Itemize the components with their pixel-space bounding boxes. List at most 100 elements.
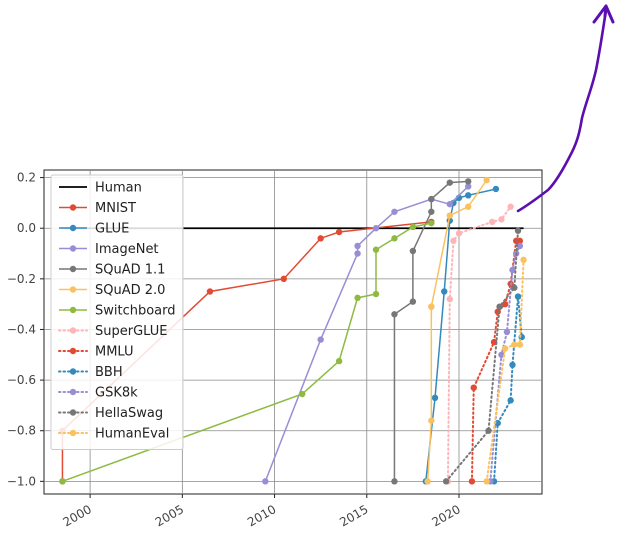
data-point-switchboard bbox=[59, 478, 66, 485]
legend-label-bbh: BBH bbox=[95, 365, 123, 380]
data-point-humaneval bbox=[511, 341, 518, 348]
legend-marker-glue bbox=[69, 224, 77, 232]
data-point-gsk8k bbox=[503, 328, 511, 336]
data-point-superglue bbox=[489, 218, 496, 226]
y-tick-label: 0.2 bbox=[17, 171, 36, 185]
data-point-squad-1-1 bbox=[391, 478, 398, 485]
series-hellaswag bbox=[442, 227, 522, 485]
data-point-switchboard bbox=[409, 223, 417, 231]
data-point-imagenet bbox=[465, 183, 472, 190]
legend-marker-mnist bbox=[69, 204, 77, 211]
series-imagenet bbox=[262, 183, 472, 485]
series-line-squad-1-1 bbox=[393, 180, 469, 482]
legend-marker-hellaswag bbox=[69, 409, 77, 416]
data-point-switchboard bbox=[299, 390, 306, 398]
data-point-squad-1-1 bbox=[409, 298, 417, 305]
series-switchboard bbox=[59, 219, 435, 485]
data-point-squad-2-0 bbox=[483, 176, 490, 184]
series-line-bbh bbox=[493, 296, 523, 483]
data-point-imagenet bbox=[262, 478, 269, 485]
data-point-mnist bbox=[335, 228, 343, 236]
data-point-mnist bbox=[206, 288, 214, 295]
data-point-mmlu bbox=[516, 237, 524, 245]
data-point-squad-2-0 bbox=[465, 203, 472, 210]
data-point-hellaswag bbox=[496, 303, 503, 310]
y-tick-label: −0.4 bbox=[7, 322, 36, 336]
legend-marker-humaneval bbox=[69, 429, 77, 437]
series-line-squad-2-0 bbox=[426, 179, 488, 482]
data-point-squad-1-1 bbox=[409, 247, 417, 255]
data-point-squad-2-0 bbox=[424, 478, 431, 485]
data-point-mnist bbox=[317, 235, 324, 242]
data-point-squad-2-0 bbox=[446, 212, 453, 219]
data-point-squad-1-1 bbox=[465, 178, 472, 185]
data-point-superglue bbox=[446, 295, 453, 303]
data-point-switchboard bbox=[372, 246, 380, 253]
data-point-hellaswag bbox=[485, 427, 492, 434]
data-point-squad-2-0 bbox=[428, 303, 435, 310]
data-point-imagenet bbox=[354, 242, 361, 250]
legend-marker-switchboard bbox=[69, 306, 77, 314]
data-point-humaneval bbox=[501, 345, 509, 352]
data-point-superglue bbox=[498, 216, 505, 223]
data-point-mmlu bbox=[470, 384, 477, 391]
legend-label-humaneval: HumanEval bbox=[95, 427, 169, 442]
data-point-bbh bbox=[509, 361, 516, 369]
data-point-imagenet bbox=[354, 250, 361, 257]
data-point-switchboard bbox=[428, 219, 435, 227]
data-point-squad-2-0 bbox=[428, 417, 435, 424]
data-point-glue bbox=[465, 192, 472, 199]
data-point-bbh bbox=[514, 293, 522, 300]
data-point-mmlu bbox=[501, 300, 509, 308]
series-squad-1-1 bbox=[391, 178, 472, 485]
legend-label-switchboard: Switchboard bbox=[95, 304, 176, 319]
legend-marker-bbh bbox=[69, 368, 77, 375]
data-point-squad-1-1 bbox=[391, 311, 398, 318]
data-point-glue bbox=[441, 288, 448, 295]
legend-marker-mmlu bbox=[69, 347, 77, 355]
legend-label-human: Human bbox=[95, 181, 142, 196]
legend-label-mmlu: MMLU bbox=[95, 345, 134, 360]
legend-label-squad-2-0: SQuAD 2.0 bbox=[95, 283, 165, 298]
legend-label-squad-1-1: SQuAD 1.1 bbox=[95, 263, 165, 278]
legend-box bbox=[50, 174, 184, 450]
legend-marker-superglue bbox=[69, 327, 77, 334]
data-point-gsk8k bbox=[509, 266, 516, 274]
data-point-superglue bbox=[450, 237, 457, 245]
y-tick-label: −0.2 bbox=[7, 272, 36, 286]
hand-drawn-arrow-annotation bbox=[516, 8, 608, 213]
data-point-humaneval bbox=[516, 341, 524, 348]
data-point-imagenet bbox=[372, 225, 380, 232]
data-point-hellaswag bbox=[511, 284, 518, 291]
y-tick-label: −0.8 bbox=[7, 424, 36, 438]
data-point-glue bbox=[431, 394, 439, 402]
y-tick-label: −1.0 bbox=[7, 474, 36, 488]
y-tick-label: 0.0 bbox=[17, 221, 36, 235]
data-point-humaneval bbox=[483, 478, 490, 485]
data-point-switchboard bbox=[391, 235, 398, 242]
series-gsk8k bbox=[487, 242, 524, 485]
data-point-squad-1-1 bbox=[446, 179, 453, 186]
data-point-imagenet bbox=[391, 208, 398, 215]
series-layer bbox=[59, 176, 527, 485]
legend-label-glue: GLUE bbox=[95, 222, 129, 237]
data-point-hellaswag bbox=[442, 478, 450, 485]
data-point-hellaswag bbox=[514, 227, 522, 234]
data-point-imagenet bbox=[446, 200, 453, 208]
data-point-humaneval bbox=[520, 256, 527, 264]
series-humaneval bbox=[483, 256, 527, 485]
data-point-mmlu bbox=[468, 478, 476, 485]
legend-marker-gsk8k bbox=[69, 388, 77, 396]
data-point-switchboard bbox=[354, 294, 361, 302]
data-point-superglue bbox=[455, 230, 463, 237]
legend: Human MNIST GLUE ImageNet SQuAD 1.1 SQuAD 2.0… bbox=[50, 174, 184, 450]
data-point-squad-1-1 bbox=[428, 195, 435, 203]
legend-marker-squad-1-1 bbox=[69, 265, 77, 273]
data-point-mnist bbox=[280, 275, 287, 283]
arrowhead-annotation bbox=[592, 4, 615, 24]
data-point-superglue bbox=[507, 203, 514, 210]
legend-label-gsk8k: GSK8k bbox=[95, 386, 138, 401]
data-point-glue bbox=[492, 185, 500, 193]
y-tick-label: −0.6 bbox=[7, 373, 36, 387]
